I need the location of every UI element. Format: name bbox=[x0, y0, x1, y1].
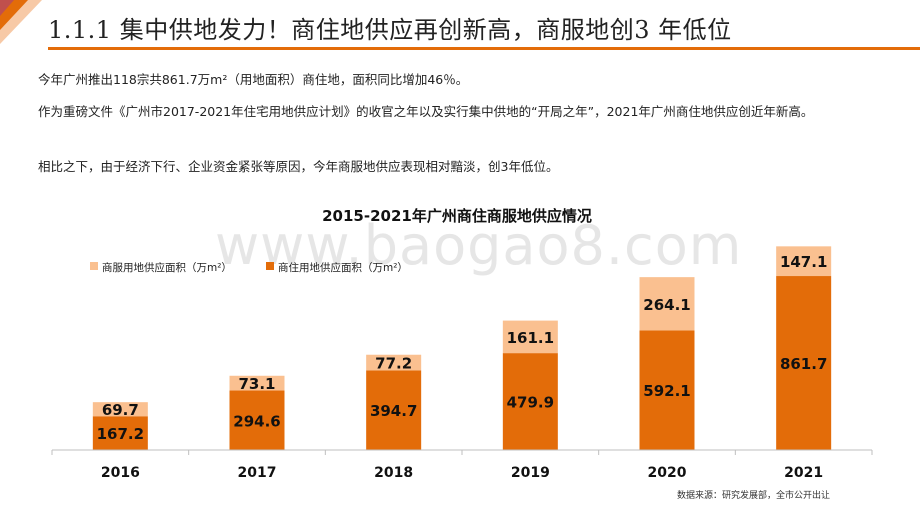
bar-commercial-service bbox=[776, 246, 832, 277]
bar-commercial-residential bbox=[639, 330, 695, 450]
data-label-commercial-residential: 861.7 bbox=[780, 355, 827, 373]
paragraph-supply-summary: 今年广州推出118宗共861.7万m²（用地面积）商住地，面积同比增加46％。 bbox=[38, 72, 469, 87]
bar-commercial-residential bbox=[92, 416, 148, 450]
data-label-commercial-residential: 294.6 bbox=[233, 412, 280, 430]
legend-swatch bbox=[90, 262, 98, 270]
bar-commercial-residential bbox=[776, 276, 832, 450]
x-tick-label: 2016 bbox=[101, 465, 140, 481]
bar-commercial-service bbox=[502, 320, 558, 354]
data-label-commercial-service: 77.2 bbox=[375, 355, 412, 373]
bar-commercial-service bbox=[366, 354, 422, 371]
bar-commercial-service bbox=[229, 375, 285, 391]
x-tick-label: 2021 bbox=[784, 465, 823, 481]
x-axis-ticks: 2016 2017 2018 2019 2020 2021 bbox=[51, 450, 873, 481]
bar-commercial-residential bbox=[502, 353, 558, 450]
data-label-commercial-residential: 479.9 bbox=[507, 394, 554, 412]
title-underline bbox=[48, 47, 920, 50]
data-label-commercial-residential: 592.1 bbox=[643, 382, 690, 400]
watermark: www.baogao8.com bbox=[215, 214, 743, 277]
legend-label: 商住用地供应面积（万m²） bbox=[278, 261, 408, 274]
data-label-commercial-service: 73.1 bbox=[238, 375, 275, 393]
x-tick-label: 2018 bbox=[374, 465, 413, 481]
corner-decoration bbox=[0, 0, 42, 44]
page-title: 1.1.1 集中供地发力！商住地供应再创新高，商服地创3 年低位 bbox=[48, 16, 732, 44]
legend-label: 商服用地供应面积（万m²） bbox=[102, 261, 232, 274]
data-label-commercial-service: 161.1 bbox=[507, 329, 554, 347]
chart-bars: 167.2 69.7 294.6 73.1 394.7 77.2 479.9 161.1 592… bbox=[92, 246, 832, 450]
chart-title: 2015-2021年广州商住商服地供应情况 bbox=[322, 207, 592, 225]
chart-legend: 商服用地供应面积（万m²） 商住用地供应面积（万m²） bbox=[90, 261, 408, 274]
x-tick-label: 2017 bbox=[238, 465, 277, 481]
data-label-commercial-residential: 394.7 bbox=[370, 402, 417, 420]
data-label-commercial-service: 147.1 bbox=[780, 253, 827, 271]
bar-commercial-service bbox=[639, 277, 695, 331]
bar-commercial-residential bbox=[229, 390, 285, 450]
data-source-note: 数据来源：研究发展部，全市公开出让 bbox=[676, 491, 830, 501]
bar-commercial-service bbox=[92, 402, 148, 417]
paragraph-policy-context: 作为重磅文件《广州市2017-2021年住宅用地供应计划》的收官之年以及实行集中… bbox=[38, 104, 814, 119]
data-label-commercial-service: 69.7 bbox=[102, 401, 139, 419]
data-label-commercial-service: 264.1 bbox=[643, 296, 690, 314]
x-tick-label: 2019 bbox=[511, 465, 550, 481]
data-label-commercial-residential: 167.2 bbox=[97, 425, 144, 443]
bar-commercial-residential bbox=[366, 370, 422, 450]
legend-swatch bbox=[266, 262, 274, 270]
x-tick-label: 2020 bbox=[648, 465, 687, 481]
paragraph-commercial-service: 相比之下，由于经济下行、企业资金紧张等原因，今年商服地供应表现相对黯淡，创3年低… bbox=[38, 159, 559, 174]
